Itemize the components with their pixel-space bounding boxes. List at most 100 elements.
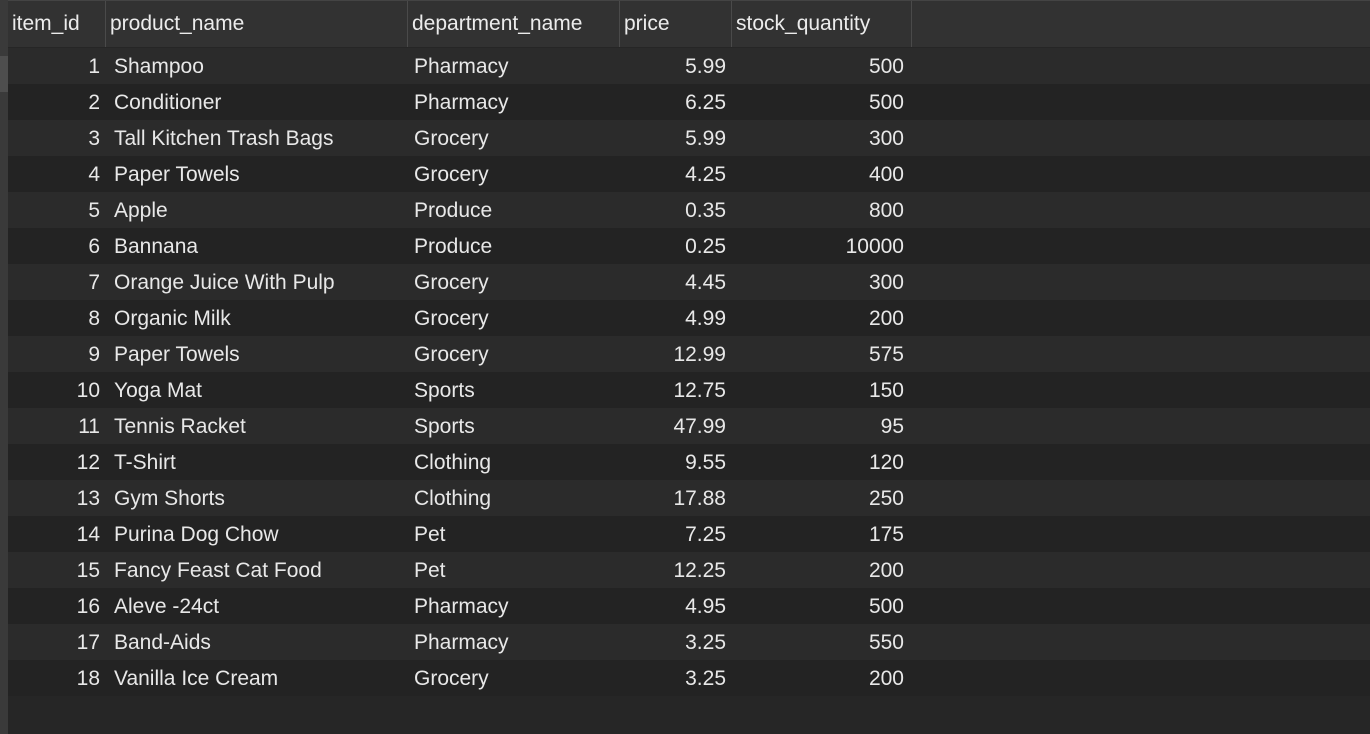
cell-product-name[interactable]: Fancy Feast Cat Food xyxy=(114,559,322,582)
cell-product-name[interactable]: Aleve -24ct xyxy=(114,595,220,618)
cell-stock-quantity[interactable]: 200 xyxy=(868,307,904,330)
table-row[interactable]: 16 Aleve -24ct Pharmacy 4.95 500 xyxy=(8,588,1370,624)
cell-stock-quantity[interactable]: 500 xyxy=(868,55,904,78)
column-header-item-id[interactable]: item_id xyxy=(8,1,106,47)
cell-stock-quantity[interactable]: 200 xyxy=(868,559,904,582)
cell-item-id[interactable]: 5 xyxy=(88,199,100,222)
cell-item-id[interactable]: 17 xyxy=(76,631,100,654)
cell-item-id[interactable]: 12 xyxy=(76,451,100,474)
cell-product-name[interactable]: T-Shirt xyxy=(114,451,176,474)
cell-department-name[interactable]: Pharmacy xyxy=(414,55,509,78)
cell-item-id[interactable]: 7 xyxy=(88,271,100,294)
cell-product-name[interactable]: Gym Shorts xyxy=(114,487,225,510)
table-row[interactable]: 8 Organic Milk Grocery 4.99 200 xyxy=(8,300,1370,336)
table-row[interactable]: 3 Tall Kitchen Trash Bags Grocery 5.99 3… xyxy=(8,120,1370,156)
cell-stock-quantity[interactable]: 10000 xyxy=(845,235,904,258)
table-row[interactable]: 5 Apple Produce 0.35 800 xyxy=(8,192,1370,228)
table-row[interactable]: 6 Bannana Produce 0.25 10000 xyxy=(8,228,1370,264)
cell-item-id[interactable]: 15 xyxy=(76,559,100,582)
cell-price[interactable]: 12.99 xyxy=(673,343,726,366)
cell-price[interactable]: 12.25 xyxy=(673,559,726,582)
cell-price[interactable]: 4.99 xyxy=(685,307,726,330)
cell-price[interactable]: 17.88 xyxy=(673,487,726,510)
table-row[interactable]: 4 Paper Towels Grocery 4.25 400 xyxy=(8,156,1370,192)
cell-item-id[interactable]: 14 xyxy=(76,523,100,546)
cell-product-name[interactable]: Organic Milk xyxy=(114,307,231,330)
column-header-product-name[interactable]: product_name xyxy=(106,1,408,47)
cell-price[interactable]: 47.99 xyxy=(673,415,726,438)
cell-stock-quantity[interactable]: 400 xyxy=(868,163,904,186)
cell-stock-quantity[interactable]: 95 xyxy=(880,415,904,438)
cell-department-name[interactable]: Clothing xyxy=(414,487,492,510)
cell-department-name[interactable]: Grocery xyxy=(414,127,489,150)
cell-stock-quantity[interactable]: 500 xyxy=(868,91,904,114)
cell-product-name[interactable]: Purina Dog Chow xyxy=(114,523,279,546)
table-row[interactable]: 18 Vanilla Ice Cream Grocery 3.25 200 xyxy=(8,660,1370,696)
table-row[interactable]: 17 Band-Aids Pharmacy 3.25 550 xyxy=(8,624,1370,660)
column-header-department-name[interactable]: department_name xyxy=(408,1,620,47)
cell-stock-quantity[interactable]: 300 xyxy=(868,271,904,294)
cell-item-id[interactable]: 3 xyxy=(88,127,100,150)
cell-product-name[interactable]: Vanilla Ice Cream xyxy=(114,667,279,690)
cell-product-name[interactable]: Conditioner xyxy=(114,91,222,114)
cell-stock-quantity[interactable]: 550 xyxy=(868,631,904,654)
cell-department-name[interactable]: Clothing xyxy=(414,451,492,474)
cell-item-id[interactable]: 2 xyxy=(88,91,100,114)
cell-price[interactable]: 12.75 xyxy=(673,379,726,402)
cell-stock-quantity[interactable]: 150 xyxy=(868,379,904,402)
table-row[interactable]: 14 Purina Dog Chow Pet 7.25 175 xyxy=(8,516,1370,552)
cell-item-id[interactable]: 4 xyxy=(88,163,100,186)
cell-product-name[interactable]: Yoga Mat xyxy=(114,379,202,402)
cell-stock-quantity[interactable]: 120 xyxy=(868,451,904,474)
cell-department-name[interactable]: Sports xyxy=(414,415,475,438)
cell-department-name[interactable]: Produce xyxy=(414,235,493,258)
column-header-price[interactable]: price xyxy=(620,1,732,47)
cell-price[interactable]: 4.25 xyxy=(685,163,726,186)
cell-product-name[interactable]: Bannana xyxy=(114,235,199,258)
cell-item-id[interactable]: 10 xyxy=(76,379,100,402)
cell-department-name[interactable]: Grocery xyxy=(414,163,489,186)
cell-department-name[interactable]: Grocery xyxy=(414,271,489,294)
cell-department-name[interactable]: Pharmacy xyxy=(414,631,509,654)
cell-price[interactable]: 5.99 xyxy=(685,127,726,150)
cell-price[interactable]: 4.45 xyxy=(685,271,726,294)
table-row[interactable]: 11 Tennis Racket Sports 47.99 95 xyxy=(8,408,1370,444)
table-row[interactable]: 13 Gym Shorts Clothing 17.88 250 xyxy=(8,480,1370,516)
cell-item-id[interactable]: 11 xyxy=(78,415,100,438)
cell-department-name[interactable]: Pet xyxy=(414,523,446,546)
cell-price[interactable]: 0.35 xyxy=(685,199,726,222)
cell-department-name[interactable]: Pet xyxy=(414,559,446,582)
cell-stock-quantity[interactable]: 250 xyxy=(868,487,904,510)
cell-item-id[interactable]: 18 xyxy=(76,667,100,690)
table-row[interactable]: 7 Orange Juice With Pulp Grocery 4.45 30… xyxy=(8,264,1370,300)
cell-item-id[interactable]: 6 xyxy=(88,235,100,258)
table-row[interactable]: 2 Conditioner Pharmacy 6.25 500 xyxy=(8,84,1370,120)
cell-product-name[interactable]: Tennis Racket xyxy=(114,415,246,438)
cell-product-name[interactable]: Band-Aids xyxy=(114,631,211,654)
cell-product-name[interactable]: Tall Kitchen Trash Bags xyxy=(114,127,334,150)
cell-item-id[interactable]: 16 xyxy=(76,595,100,618)
cell-item-id[interactable]: 1 xyxy=(88,55,100,78)
cell-stock-quantity[interactable]: 500 xyxy=(868,595,904,618)
cell-department-name[interactable]: Produce xyxy=(414,199,493,222)
cell-department-name[interactable]: Pharmacy xyxy=(414,595,509,618)
cell-department-name[interactable]: Grocery xyxy=(414,667,489,690)
cell-department-name[interactable]: Grocery xyxy=(414,343,489,366)
table-row[interactable]: 12 T-Shirt Clothing 9.55 120 xyxy=(8,444,1370,480)
cell-stock-quantity[interactable]: 200 xyxy=(868,667,904,690)
cell-stock-quantity[interactable]: 800 xyxy=(868,199,904,222)
cell-item-id[interactable]: 8 xyxy=(88,307,100,330)
cell-price[interactable]: 9.55 xyxy=(685,451,726,474)
table-row[interactable]: 10 Yoga Mat Sports 12.75 150 xyxy=(8,372,1370,408)
cell-product-name[interactable]: Paper Towels xyxy=(114,163,240,186)
table-row[interactable]: 1 Shampoo Pharmacy 5.99 500 xyxy=(8,48,1370,84)
cell-price[interactable]: 3.25 xyxy=(685,667,726,690)
table-row[interactable]: 9 Paper Towels Grocery 12.99 575 xyxy=(8,336,1370,372)
cell-price[interactable]: 6.25 xyxy=(685,91,726,114)
row-selection-marker[interactable] xyxy=(0,56,8,92)
cell-product-name[interactable]: Paper Towels xyxy=(114,343,240,366)
cell-product-name[interactable]: Apple xyxy=(114,199,168,222)
cell-department-name[interactable]: Grocery xyxy=(414,307,489,330)
cell-product-name[interactable]: Shampoo xyxy=(114,55,204,78)
table-row[interactable]: 15 Fancy Feast Cat Food Pet 12.25 200 xyxy=(8,552,1370,588)
